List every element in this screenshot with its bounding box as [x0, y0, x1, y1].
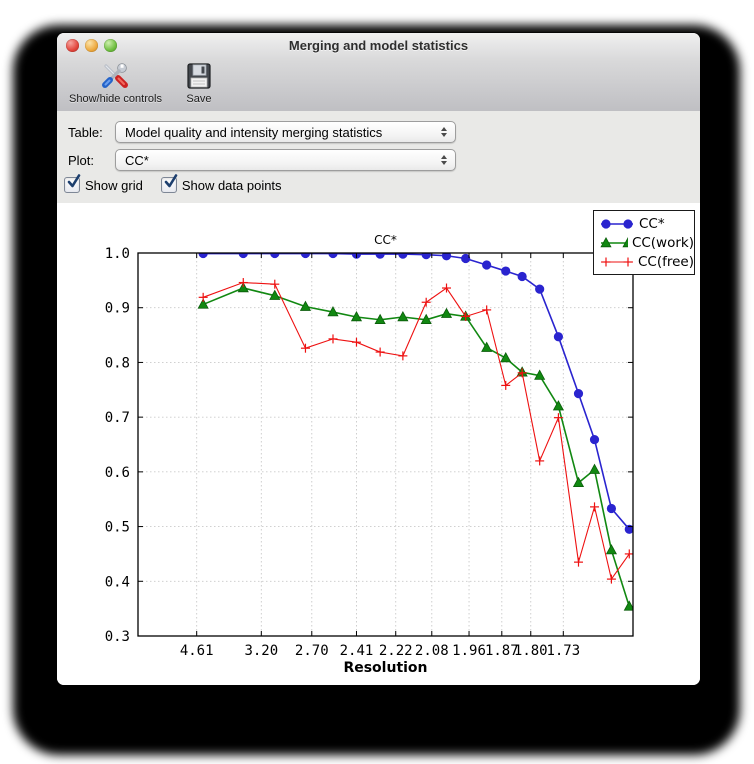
table-select[interactable]: Model quality and intensity merging stat… [115, 121, 456, 143]
svg-text:3.20: 3.20 [244, 643, 278, 659]
legend-swatch-circle-icon [601, 218, 633, 229]
zoom-button[interactable] [104, 39, 117, 52]
svg-text:0.7: 0.7 [105, 410, 130, 426]
legend-swatch-triangle-icon [600, 236, 628, 247]
checkmark-icon [67, 174, 81, 188]
show-data-points-checkbox[interactable]: Show data points [160, 174, 282, 193]
svg-text:2.70: 2.70 [295, 643, 329, 659]
legend-item: CC* [599, 214, 694, 233]
svg-text:0.3: 0.3 [105, 629, 130, 645]
checkbox-row: Show grid Show data points [64, 174, 282, 193]
checkbox-box [160, 174, 178, 193]
legend-item: CC(free) [599, 252, 694, 271]
svg-text:0.5: 0.5 [105, 520, 130, 536]
controls-panel: Table: Model quality and intensity mergi… [57, 111, 700, 203]
stepper-icon [441, 155, 447, 165]
plot-label: Plot: [68, 153, 95, 168]
legend-item: CC(work) [599, 233, 694, 252]
svg-text:1.73: 1.73 [546, 643, 580, 659]
window-header: Merging and model statistics Show/hide c… [57, 33, 700, 112]
close-button[interactable] [66, 39, 79, 52]
show-hide-controls-label: Show/hide controls [69, 93, 162, 105]
legend-label: CC* [639, 215, 665, 232]
svg-text:2.41: 2.41 [340, 643, 374, 659]
table-select-value: Model quality and intensity merging stat… [125, 125, 383, 140]
tools-icon [102, 63, 129, 88]
svg-text:CC*: CC* [374, 233, 397, 247]
stepper-icon [441, 127, 447, 137]
svg-text:Resolution: Resolution [343, 660, 427, 676]
toolbar: Show/hide controls Save [65, 59, 218, 109]
minimize-button[interactable] [85, 39, 98, 52]
show-data-points-label: Show data points [181, 177, 282, 193]
svg-text:1.0: 1.0 [105, 246, 130, 262]
window-title: Merging and model statistics [288, 38, 469, 53]
chart-legend: CC* CC(work) CC(free) [593, 210, 695, 275]
checkmark-icon [164, 174, 178, 188]
save-button[interactable]: Save [180, 59, 218, 107]
svg-text:0.9: 0.9 [105, 301, 130, 317]
svg-text:0.4: 0.4 [105, 574, 130, 590]
svg-text:0.8: 0.8 [105, 355, 130, 371]
legend-swatch-plus-icon [601, 257, 633, 266]
plot-select-value: CC* [125, 153, 149, 168]
table-label: Table: [68, 125, 103, 140]
svg-text:2.08: 2.08 [415, 643, 449, 659]
svg-text:0.6: 0.6 [105, 465, 130, 481]
legend-label: CC(work) [631, 234, 694, 251]
show-grid-label: Show grid [85, 177, 143, 193]
show-hide-controls-button[interactable]: Show/hide controls [65, 59, 166, 107]
save-icon [187, 63, 211, 89]
show-grid-checkbox[interactable]: Show grid [64, 174, 143, 193]
svg-text:4.61: 4.61 [180, 643, 214, 659]
svg-text:1.96: 1.96 [452, 643, 486, 659]
svg-text:1.80: 1.80 [514, 643, 548, 659]
app-window: Merging and model statistics Show/hide c… [57, 33, 700, 685]
svg-text:1.87: 1.87 [485, 643, 519, 659]
svg-text:2.22: 2.22 [379, 643, 413, 659]
chart: 4.61 3.20 2.70 2.41 2.22 2.08 1.96 1.871.801.73… [105, 233, 634, 676]
checkbox-box [64, 174, 81, 193]
plot-canvas: 4.61 3.20 2.70 2.41 2.22 2.08 1.96 1.87 1.80 1.73… [57, 203, 700, 685]
plot-select[interactable]: CC* [115, 149, 456, 171]
legend-label: CC(free) [637, 253, 694, 270]
save-label: Save [186, 93, 212, 105]
